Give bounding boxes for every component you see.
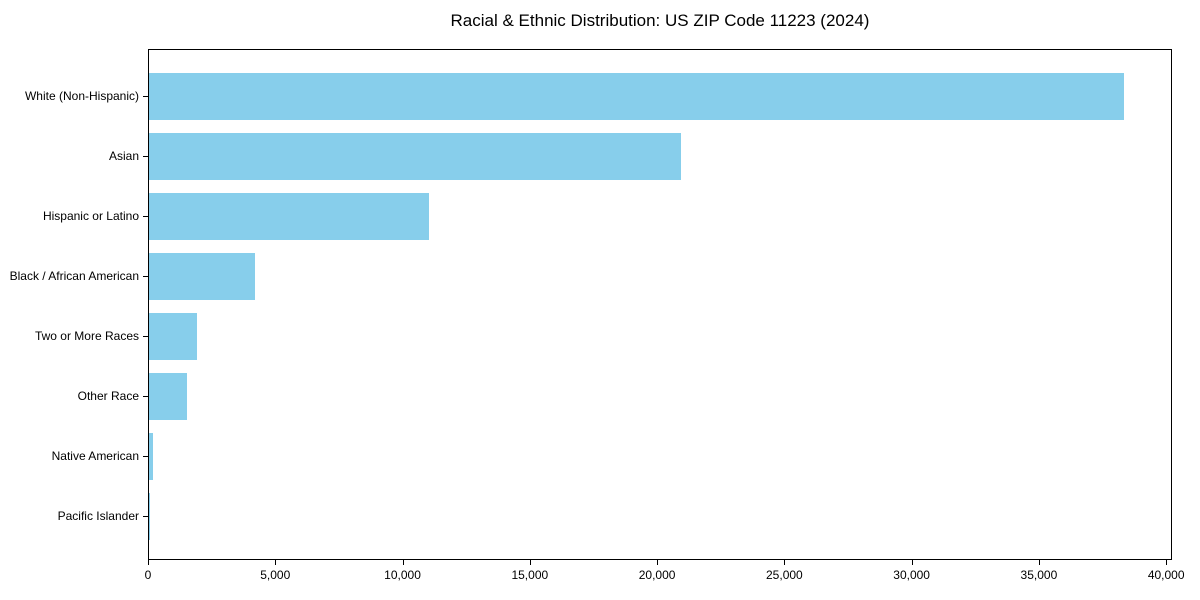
x-tick-mark	[657, 560, 659, 565]
x-tick-label-35-000: 35,000	[1020, 568, 1058, 582]
y-tick-label-asian: Asian	[108, 149, 139, 163]
x-tick-mark	[275, 560, 277, 565]
x-tick-mark	[1038, 560, 1040, 565]
y-tick-label-other-race: Other Race	[77, 389, 139, 403]
x-tick-label-20-000: 20,000	[638, 568, 676, 582]
x-tick-label-5-000: 5,000	[260, 568, 291, 582]
bar-hispanic-or-latino	[149, 192, 429, 240]
x-tick-label-15-000: 15,000	[511, 568, 549, 582]
bar-other-race	[149, 372, 188, 420]
x-tick-mark	[784, 560, 786, 565]
y-tick-label-hispanic-or-latino: Hispanic or Latino	[42, 209, 139, 223]
y-tick-mark	[143, 516, 148, 517]
x-tick-label-40-000: 40,000	[1147, 568, 1185, 582]
y-tick-mark	[143, 336, 148, 337]
bar-pacific-islander	[149, 492, 150, 540]
bar-white-non-hispanic	[149, 72, 1124, 120]
chart-title: Racial & Ethnic Distribution: US ZIP Cod…	[450, 11, 870, 30]
x-tick-label-0: 0	[144, 568, 152, 582]
y-tick-mark	[143, 156, 148, 157]
y-tick-mark	[143, 276, 148, 277]
y-tick-mark	[143, 396, 148, 397]
y-tick-label-two-or-more-races: Two or More Races	[34, 329, 139, 343]
plot-area	[148, 49, 1172, 560]
y-tick-label-pacific-islander: Pacific Islander	[57, 509, 139, 523]
bar-asian	[149, 132, 681, 180]
x-tick-label-30-000: 30,000	[893, 568, 930, 582]
x-tick-mark	[1166, 560, 1168, 565]
y-tick-mark	[143, 216, 148, 217]
x-tick-label-25-000: 25,000	[766, 568, 803, 582]
bar-two-or-more-races	[149, 312, 198, 360]
y-tick-label-white-non-hispanic: White (Non-Hispanic)	[24, 89, 139, 103]
x-tick-label-10-000: 10,000	[384, 568, 421, 582]
bar-black-african-american	[149, 252, 255, 300]
bar-native-american	[149, 432, 154, 480]
y-tick-label-black-african-american: Black / African American	[9, 269, 139, 283]
x-tick-mark	[911, 560, 913, 565]
y-tick-mark	[143, 96, 148, 97]
x-tick-mark	[402, 560, 404, 565]
x-tick-mark	[148, 560, 149, 565]
y-tick-mark	[143, 456, 148, 457]
y-tick-label-native-american: Native American	[51, 449, 139, 463]
x-tick-mark	[529, 560, 531, 565]
